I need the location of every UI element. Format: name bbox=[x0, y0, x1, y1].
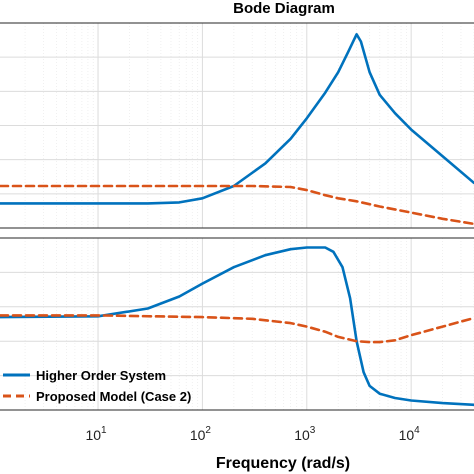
legend-label-proposed-model: Proposed Model (Case 2) bbox=[36, 389, 191, 404]
legend: Higher Order System Proposed Model (Case… bbox=[3, 368, 191, 404]
x-tick-label: 104 bbox=[399, 425, 421, 443]
phase-axes-frame bbox=[0, 237, 474, 411]
magnitude-axes-frame bbox=[0, 22, 474, 229]
magnitude-lines bbox=[0, 32, 474, 226]
x-axis-label: Frequency (rad/s) bbox=[216, 455, 350, 472]
x-tick-label: 102 bbox=[190, 425, 212, 443]
legend-label-higher-order: Higher Order System bbox=[36, 368, 166, 383]
magnitude-series-higher-order-system bbox=[0, 32, 474, 205]
phase-series-proposed-model bbox=[0, 314, 474, 344]
x-tick-label: 101 bbox=[85, 425, 107, 443]
phase-lines bbox=[0, 246, 474, 407]
magnitude-panel bbox=[0, 22, 474, 229]
phase-series-higher-order-system bbox=[0, 246, 474, 407]
phase-panel bbox=[0, 237, 474, 411]
chart-title: Bode Diagram bbox=[233, 0, 335, 17]
magnitude-series-proposed-model bbox=[0, 184, 474, 226]
x-tick-label: 103 bbox=[294, 425, 316, 443]
x-tick-labels: 101 102 103 104 bbox=[85, 425, 420, 443]
phase-axes-box bbox=[0, 238, 474, 410]
